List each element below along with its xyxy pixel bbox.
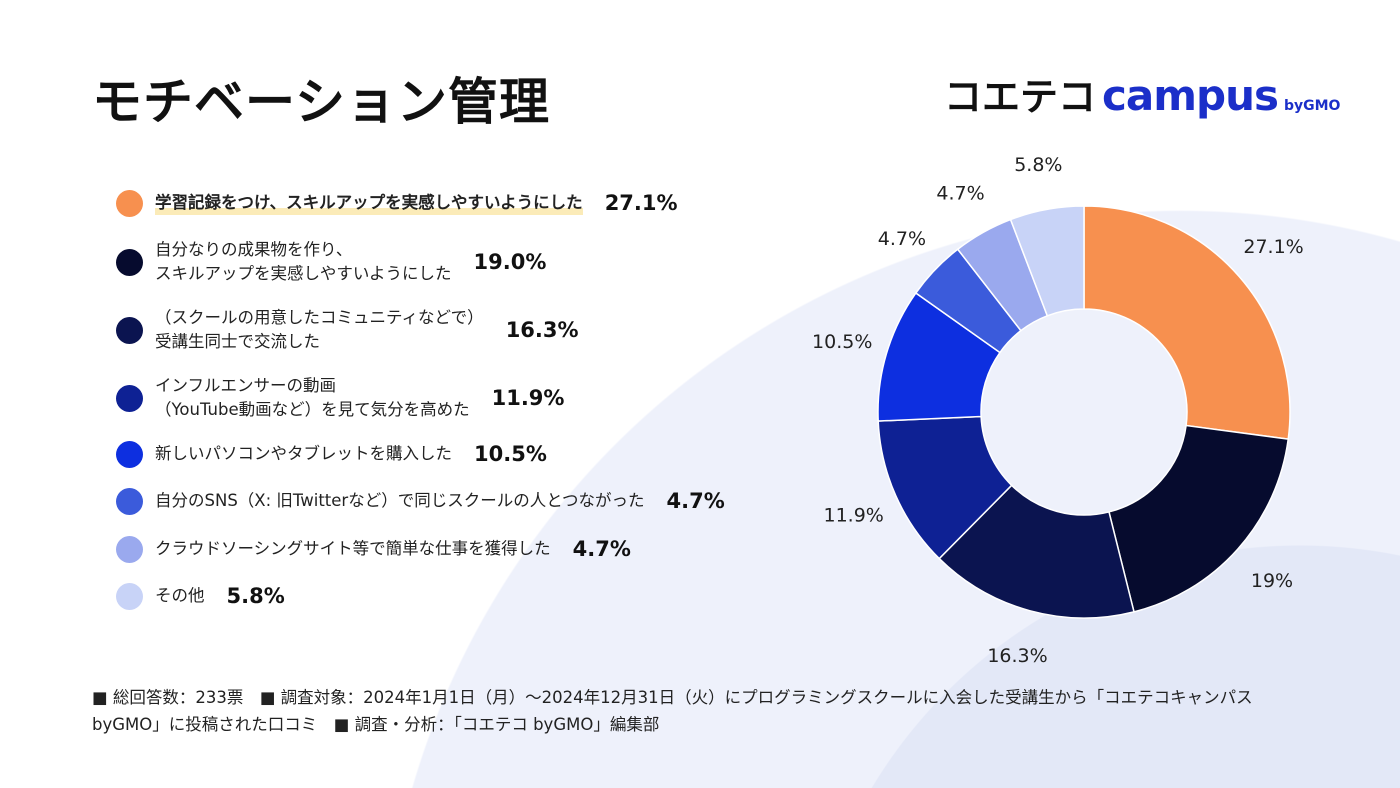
legend-value: 11.9% bbox=[491, 386, 565, 410]
legend-value: 10.5% bbox=[474, 442, 547, 466]
slice-label: 4.7% bbox=[878, 228, 926, 250]
slice-label: 16.3% bbox=[987, 645, 1047, 667]
donut-slice bbox=[1108, 424, 1290, 613]
legend-value: 19.0% bbox=[473, 250, 547, 274]
donut-slice bbox=[1009, 205, 1085, 317]
logo-en: campus bbox=[1102, 71, 1279, 120]
legend-swatch bbox=[116, 535, 143, 563]
legend-item: 自分のSNS（X: 旧Twitterなど）で同じスクールの人とつながった 4.7% bbox=[116, 477, 725, 525]
legend-item: （スクールの用意したコミュニティなどで） 受講生同士で交流した 16.3% bbox=[116, 306, 579, 354]
legend-value: 4.7% bbox=[666, 489, 725, 513]
slice-label: 19% bbox=[1251, 570, 1293, 592]
page-title: モチベーション管理 bbox=[92, 73, 550, 131]
donut-slice bbox=[938, 484, 1135, 619]
legend-swatch bbox=[116, 487, 143, 515]
logo-jp: コエテコ bbox=[944, 75, 1097, 119]
legend-value: 16.3% bbox=[505, 318, 579, 342]
legend-item: その他 5.8% bbox=[116, 572, 285, 620]
slice-label: 10.5% bbox=[812, 331, 872, 353]
slice-label: 4.7% bbox=[936, 182, 984, 204]
slice-label: 5.8% bbox=[1014, 154, 1062, 176]
legend-swatch bbox=[116, 189, 143, 217]
legend-item: 新しいパソコンやタブレットを購入した 10.5% bbox=[116, 430, 547, 478]
legend-swatch bbox=[116, 316, 143, 344]
legend-label: 自分のSNS（X: 旧Twitterなど）で同じスクールの人とつながった bbox=[155, 491, 645, 510]
legend-label: インフルエンサーの動画 （YouTube動画など）を見て気分を高めた bbox=[155, 376, 470, 419]
slice-label: 11.9% bbox=[823, 504, 883, 526]
legend-label: その他 bbox=[155, 586, 205, 605]
legend-label: （スクールの用意したコミュニティなどで） 受講生同士で交流した bbox=[155, 308, 484, 351]
legend-item: クラウドソーシングサイト等で簡単な仕事を獲得した 4.7% bbox=[116, 525, 631, 573]
legend-swatch bbox=[116, 440, 143, 468]
slice-label: 27.1% bbox=[1243, 236, 1303, 258]
legend-value: 27.1% bbox=[604, 191, 678, 215]
footnote: ■ 総回答数：233票 ■ 調査対象：2024年1月1日（月）～2024年12月… bbox=[92, 688, 1253, 734]
donut-slice bbox=[1083, 205, 1291, 440]
legend-value: 5.8% bbox=[226, 584, 285, 608]
legend-label: 新しいパソコンやタブレットを購入した bbox=[155, 444, 452, 463]
legend-swatch bbox=[116, 384, 143, 412]
legend-swatch bbox=[116, 582, 143, 610]
legend-item: 自分なりの成果物を作り、 スキルアップを実感しやすいようにした 19.0% bbox=[116, 238, 546, 286]
legend-label: 学習記録をつけ、スキルアップを実感しやすいようにした bbox=[155, 191, 583, 215]
legend-swatch bbox=[116, 248, 143, 276]
legend-item: インフルエンサーの動画 （YouTube動画など）を見て気分を高めた 11.9% bbox=[116, 374, 564, 422]
legend-label: クラウドソーシングサイト等で簡単な仕事を獲得した bbox=[155, 539, 551, 558]
legend-item: 学習記録をつけ、スキルアップを実感しやすいようにした 27.1% bbox=[116, 179, 678, 227]
logo-by: byGMO bbox=[1283, 98, 1341, 114]
brand-logo: コエテコ campus byGMO bbox=[944, 66, 1340, 121]
legend-label: 自分なりの成果物を作り、 スキルアップを実感しやすいようにした bbox=[155, 240, 452, 283]
legend-value: 4.7% bbox=[572, 537, 631, 561]
